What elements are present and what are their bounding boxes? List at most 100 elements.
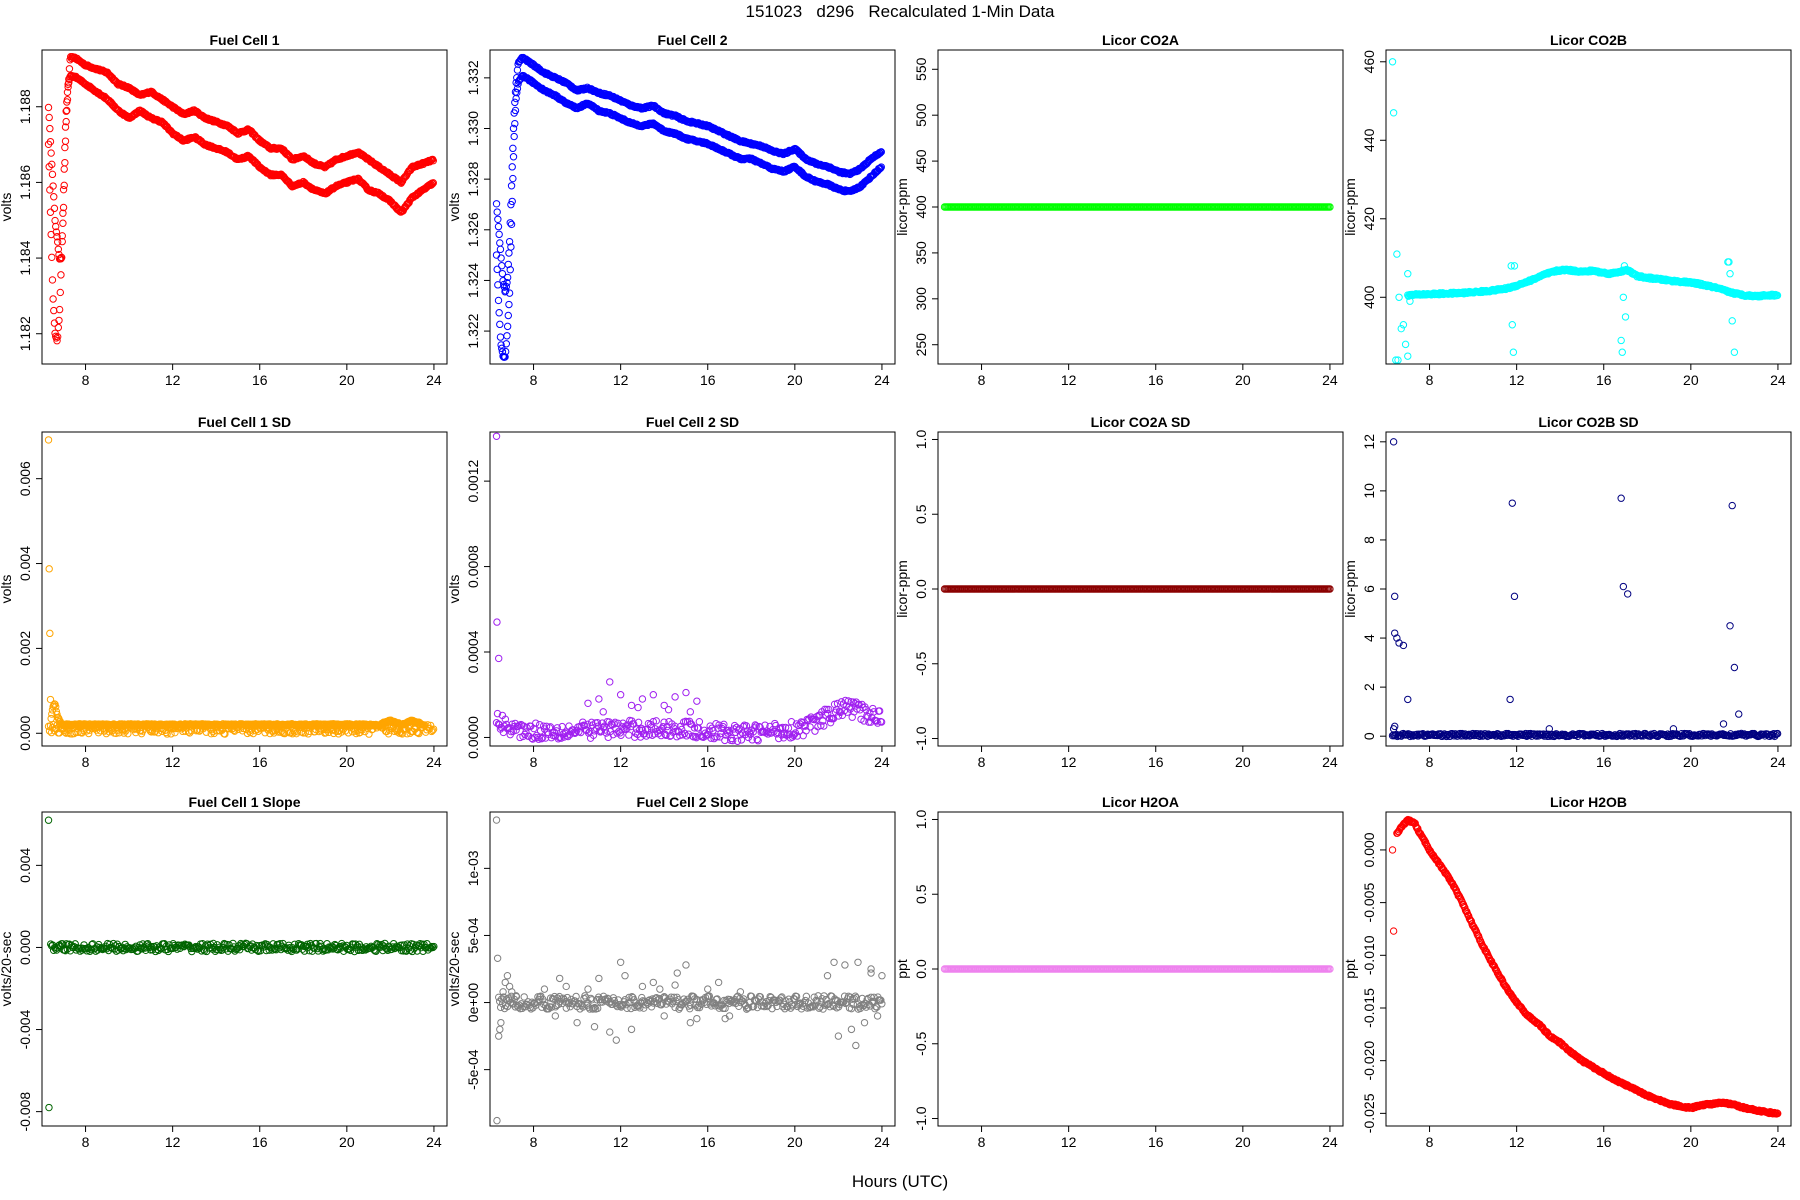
data-point bbox=[601, 726, 609, 734]
y-tick-label: 350 bbox=[913, 241, 929, 265]
y-tick-label: 0.0004 bbox=[465, 630, 481, 673]
data-point bbox=[695, 718, 704, 726]
data-point bbox=[547, 734, 556, 742]
data-point bbox=[59, 209, 67, 217]
y-tick-label: 0.0012 bbox=[465, 460, 481, 503]
data-point bbox=[496, 320, 504, 329]
data-point bbox=[429, 157, 437, 165]
data-point bbox=[1401, 340, 1410, 349]
chart-fc2: Fuel Cell 28 12 16 20 241.3221.3241.3261.328… bbox=[446, 32, 896, 388]
chart-fc1sd: Fuel Cell 1 SD8 12 16 20 240.0000.0020.0040.… bbox=[0, 414, 448, 770]
data-point bbox=[496, 245, 505, 254]
x-tick-label: 8 bbox=[530, 372, 538, 388]
data-point bbox=[1399, 321, 1408, 329]
x-tick-label: 8 bbox=[82, 754, 90, 770]
data-point bbox=[510, 722, 518, 731]
data-point bbox=[609, 730, 617, 739]
x-tick-label: 20 bbox=[787, 372, 803, 388]
chart-co2asd: Licor CO2A SD8 12 16 20 24-1.0-0.50.00.51.0l… bbox=[894, 414, 1344, 770]
data-point bbox=[57, 254, 66, 262]
y-tick-label: 0.0000 bbox=[465, 716, 481, 759]
y-tick-label: 0.000 bbox=[17, 716, 33, 751]
chart-title: Licor CO2A bbox=[1102, 32, 1179, 48]
data-points bbox=[940, 203, 1334, 211]
data-point bbox=[531, 733, 539, 742]
data-point bbox=[61, 143, 69, 152]
data-point bbox=[532, 719, 540, 727]
data-point bbox=[1617, 336, 1625, 345]
data-point bbox=[793, 732, 802, 740]
data-point bbox=[1393, 250, 1401, 258]
y-tick-label: 450 bbox=[913, 149, 929, 173]
data-point bbox=[503, 332, 511, 340]
data-point bbox=[52, 334, 61, 342]
data-point bbox=[52, 222, 60, 231]
data-point bbox=[428, 726, 437, 735]
data-point bbox=[427, 727, 436, 736]
data-point bbox=[207, 729, 215, 738]
data-point bbox=[837, 698, 846, 706]
data-point bbox=[525, 58, 533, 67]
data-point bbox=[59, 203, 68, 212]
data-point bbox=[753, 735, 761, 744]
data-point bbox=[495, 654, 503, 663]
data-point bbox=[733, 737, 742, 745]
data-point bbox=[649, 691, 658, 699]
x-tick-label: 24 bbox=[426, 754, 442, 770]
y-axis-label: volts bbox=[446, 575, 462, 604]
data-point bbox=[534, 735, 543, 743]
data-point bbox=[1618, 348, 1626, 356]
data-point bbox=[400, 205, 408, 213]
data-point bbox=[58, 232, 66, 240]
data-point bbox=[1397, 324, 1405, 333]
data-point bbox=[610, 720, 618, 728]
y-tick-label: 300 bbox=[913, 287, 929, 311]
data-point bbox=[46, 208, 55, 216]
x-tick-label: 16 bbox=[1148, 372, 1164, 388]
data-point bbox=[508, 197, 516, 206]
data-point bbox=[53, 333, 62, 341]
data-point bbox=[877, 163, 885, 171]
data-point bbox=[507, 200, 515, 209]
data-point bbox=[1404, 352, 1412, 360]
y-tick-label: 1.184 bbox=[17, 240, 33, 275]
data-point bbox=[720, 720, 728, 729]
data-point bbox=[61, 158, 69, 167]
data-point bbox=[49, 295, 57, 303]
data-point bbox=[1725, 258, 1733, 266]
data-point bbox=[1507, 262, 1515, 270]
x-tick-label: 12 bbox=[1509, 372, 1525, 388]
data-point bbox=[742, 722, 751, 730]
data-point bbox=[55, 305, 64, 314]
y-tick-label: 460 bbox=[1361, 50, 1377, 74]
data-point bbox=[634, 718, 643, 727]
y-tick-label: 1.322 bbox=[465, 313, 481, 348]
x-tick-label: 24 bbox=[1322, 372, 1338, 388]
data-point bbox=[44, 140, 53, 148]
data-point bbox=[801, 722, 809, 730]
data-point bbox=[492, 200, 501, 208]
data-point bbox=[513, 66, 522, 74]
data-point bbox=[497, 341, 505, 349]
data-point bbox=[61, 123, 70, 131]
page-title: 151023 d296 Recalculated 1-Min Data bbox=[745, 2, 1055, 21]
plot-frame bbox=[1385, 49, 1792, 365]
data-point bbox=[1510, 262, 1519, 270]
x-tick-label: 24 bbox=[874, 754, 890, 770]
data-point bbox=[509, 124, 518, 133]
data-point bbox=[1619, 293, 1628, 301]
data-point bbox=[616, 691, 625, 699]
data-point bbox=[595, 695, 603, 703]
data-point bbox=[725, 726, 733, 735]
y-axis-label: volts bbox=[0, 575, 14, 604]
data-point bbox=[44, 436, 53, 444]
data-point bbox=[503, 322, 512, 331]
data-point bbox=[501, 347, 510, 356]
data-points bbox=[940, 585, 1334, 593]
data-point bbox=[54, 323, 63, 332]
data-point bbox=[682, 688, 690, 697]
x-tick-label: 8 bbox=[530, 754, 538, 770]
chart-fc2sd: Fuel Cell 2 SD8 12 16 20 240.00000.00040.000… bbox=[446, 414, 896, 770]
data-point bbox=[501, 287, 510, 295]
